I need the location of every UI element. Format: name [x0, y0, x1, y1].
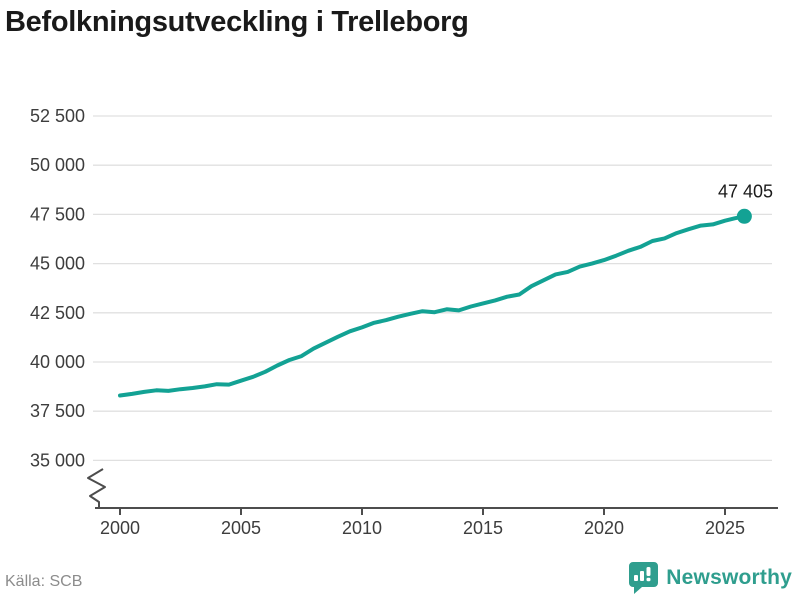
end-value-label: 47 405: [718, 181, 773, 201]
y-tick-label: 42 500: [30, 303, 85, 323]
logo-excl-bar: [646, 567, 651, 576]
y-tick-label: 45 000: [30, 254, 85, 274]
y-tick-label: 37 500: [30, 401, 85, 421]
population-line-chart: 52 500 50 000 47 500 45 000 42 500 40 000 37 5…: [30, 106, 778, 538]
newsworthy-logo[interactable]: Newsworthy: [628, 561, 792, 594]
y-tick-label: 50 000: [30, 155, 85, 175]
page-title: Befolkningsutveckling i Trelleborg: [5, 6, 469, 38]
x-tick-label: 2005: [221, 518, 261, 538]
x-tick-label: 2010: [342, 518, 382, 538]
end-point-dot: [736, 208, 752, 224]
logo-bar-1: [634, 575, 639, 581]
x-tick-label: 2000: [100, 518, 140, 538]
logo-bar-2: [640, 571, 645, 581]
x-tick-label: 2015: [463, 518, 503, 538]
logo-excl-dot: [646, 577, 651, 582]
y-tick-label: 35 000: [30, 450, 85, 470]
y-tick-label: 47 500: [30, 204, 85, 224]
x-tick-label: 2025: [705, 518, 745, 538]
x-tick-label: 2020: [584, 518, 624, 538]
axis-break-icon: [87, 468, 106, 508]
source-label: Källa: SCB: [5, 573, 83, 590]
y-tick-label: 40 000: [30, 352, 85, 372]
y-tick-label: 52 500: [30, 106, 85, 126]
newsworthy-wordmark: Newsworthy: [666, 565, 792, 589]
newsworthy-logo-icon: [628, 561, 659, 594]
population-series-line: [118, 214, 747, 398]
